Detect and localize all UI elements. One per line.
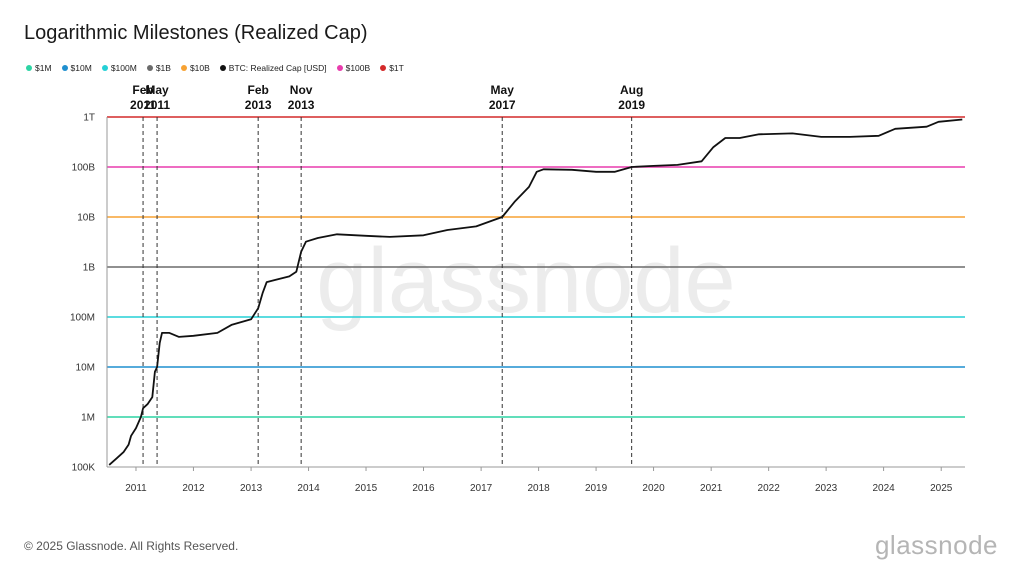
legend-dot [219,65,226,71]
realized-cap-line [108,118,963,466]
x-tick-label: 2022 [758,483,781,494]
x-tick-label: 2013 [240,483,263,494]
x-tick-label: 2012 [182,483,205,494]
legend-item: $10B [180,63,210,73]
x-tick-label: 2011 [125,483,147,494]
y-tick-label: 10B [77,213,95,224]
watermark: glassnode [316,230,735,332]
x-tick-label: 2015 [355,483,378,494]
legend-label: $10B [189,63,210,73]
legend-label: $100B [345,63,371,73]
x-tick-label: 2017 [470,483,493,494]
y-tick-label: 100M [70,313,95,324]
y-tick-label: 1T [83,113,95,124]
legend-label: $1M [35,63,52,73]
x-tick-label: 2021 [700,483,723,494]
legend-dot [61,65,68,71]
annotation-label: Feb [132,83,153,97]
legend-dot [380,65,387,71]
x-tick-label: 2014 [297,483,320,494]
legend-label: BTC: Realized Cap [USD] [228,63,327,73]
legend-item: $100M [101,63,137,73]
legend-item: $1T [380,63,404,73]
legend-item: $100B [336,63,371,73]
annotation-label: 2019 [618,98,645,112]
annotation-label: 2017 [489,98,516,112]
x-tick-label: 2023 [815,483,838,494]
legend-dot [101,65,108,71]
y-tick-label: 10M [76,363,95,374]
chart-title: Logarithmic Milestones (Realized Cap) [24,22,368,44]
x-tick-label: 2025 [930,483,953,494]
annotation-label: 2013 [288,98,315,112]
x-tick-label: 2020 [642,483,665,494]
legend: $1M $10M $100M $1B $10B BTC: Realized Cap [US… [26,63,404,73]
copyright-text: © 2025 Glassnode. All Rights Reserved. [24,539,239,553]
annotation-label: May [491,83,515,97]
annotation-label: May [145,83,169,97]
y-tick-label: 1B [83,263,96,274]
annotation-label: Nov [290,83,313,97]
legend-label: $100M [110,63,137,73]
annotation-label: Feb [247,83,268,97]
legend-dot [146,65,153,71]
annotation-label: Aug [620,83,643,97]
x-tick-label: 2019 [585,483,608,494]
legend-item: BTC: Realized Cap [USD] [219,63,327,73]
annotation-label: 2011 [130,98,156,112]
y-tick-label: 100B [72,163,96,174]
annotation-label: 2011 [144,98,170,112]
x-tick-label: 2018 [527,483,550,494]
legend-item: $10M [61,63,92,73]
legend-item: $1M [26,63,52,73]
y-tick-label: 1M [81,413,95,424]
legend-label: $10M [70,63,92,73]
annotation-label: 2013 [245,98,272,112]
legend-dot [180,65,187,71]
legend-dot [336,65,343,71]
glassnode-logo: glassnode [874,530,998,560]
x-tick-label: 2016 [412,483,435,494]
legend-item: $1B [146,63,171,73]
legend-label: $1B [155,63,171,73]
x-tick-label: 2024 [872,483,895,494]
y-tick-label: 100K [72,463,96,474]
legend-dot [26,65,32,71]
legend-label: $1T [389,63,404,73]
